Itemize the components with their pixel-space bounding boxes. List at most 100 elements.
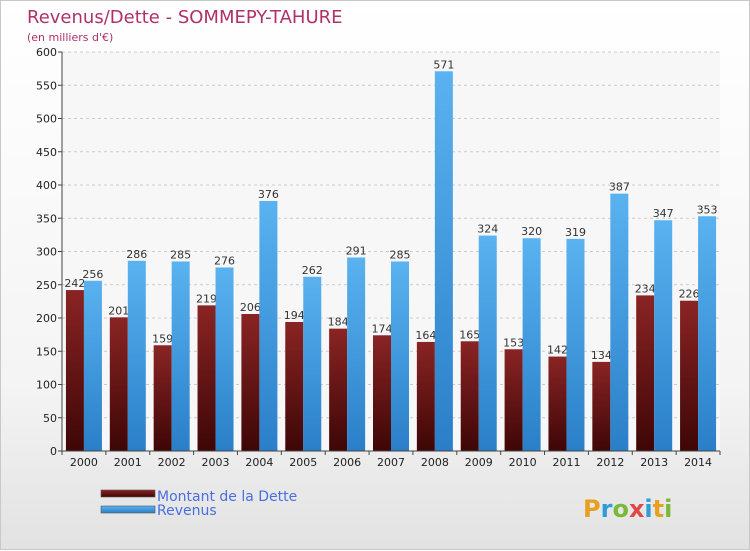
bar-dette: [416, 341, 435, 451]
logo-text: Proxiti: [583, 495, 672, 523]
data-label: 347: [653, 207, 674, 220]
data-label: 134: [591, 349, 612, 362]
data-label: 256: [82, 268, 103, 281]
x-tick-label: 2009: [465, 456, 493, 469]
bar-revenus: [303, 276, 322, 451]
y-tick-label: 350: [36, 212, 57, 225]
y-tick-label: 0: [50, 445, 57, 458]
y-tick-label: 450: [36, 146, 57, 159]
data-label: 194: [284, 309, 305, 322]
chart-title: Revenus/Dette - SOMMEPY-TAHURE: [27, 7, 343, 28]
bar-dette: [373, 335, 391, 451]
data-label: 262: [302, 264, 323, 277]
legend-swatch-revenus: [100, 505, 156, 514]
bar-revenus: [698, 216, 717, 451]
data-label: 165: [459, 328, 480, 341]
data-label: 153: [503, 336, 524, 349]
x-tick-label: 2013: [640, 456, 668, 469]
data-label: 286: [126, 248, 147, 261]
x-tick-label: 2014: [684, 456, 712, 469]
data-label: 324: [477, 223, 498, 236]
y-tick-label: 600: [36, 46, 57, 59]
data-label: 319: [565, 226, 586, 239]
bar-dette: [241, 314, 260, 451]
x-tick-label: 2006: [333, 456, 361, 469]
bar-revenus: [522, 238, 541, 451]
x-tick-label: 2008: [421, 456, 449, 469]
bar-dette: [636, 295, 655, 451]
y-tick-label: 150: [36, 345, 57, 358]
data-label: 206: [240, 301, 261, 314]
bar-revenus: [215, 267, 234, 451]
bar-revenus: [391, 261, 409, 451]
bar-dette: [65, 290, 84, 451]
x-tick-label: 2000: [70, 456, 98, 469]
data-label: 184: [328, 316, 349, 329]
y-tick-label: 100: [36, 379, 57, 392]
y-tick-label: 300: [36, 246, 57, 259]
data-label: 276: [214, 254, 235, 267]
bar-dette: [460, 341, 479, 451]
bar-revenus: [171, 261, 190, 451]
data-label: 285: [170, 248, 191, 261]
bar-dette: [504, 349, 523, 451]
data-label: 242: [64, 277, 85, 290]
bar-revenus: [434, 71, 453, 451]
x-tick-label: 2007: [377, 456, 405, 469]
legend: Montant de la Dette Revenus: [100, 489, 297, 519]
x-tick-label: 2001: [114, 456, 142, 469]
x-tick-label: 2003: [202, 456, 230, 469]
bar-revenus: [127, 260, 146, 451]
bar-dette: [153, 345, 172, 451]
data-label: 285: [390, 248, 411, 261]
axes: 0 50 100 150 200 250 300 350 400 450 500 550 600 2000…: [36, 46, 721, 469]
bar-dette: [285, 321, 304, 451]
data-label: 226: [679, 288, 700, 301]
bar-revenus: [610, 193, 629, 451]
legend-label-debt: Montant de la Dette: [157, 489, 297, 505]
y-tick-label: 500: [36, 113, 57, 126]
legend-label-revenus: Revenus: [157, 503, 217, 519]
y-tick-label: 200: [36, 312, 57, 325]
data-label: 201: [108, 304, 129, 317]
data-label: 219: [196, 292, 217, 305]
bar-dette: [329, 328, 348, 451]
x-tick-label: 2012: [596, 456, 624, 469]
y-tick-label: 50: [43, 412, 57, 425]
bar-revenus: [566, 238, 585, 451]
chart-subtitle: (en milliers d'€): [27, 31, 113, 44]
proxiti-logo: Proxiti: [583, 495, 672, 523]
data-label: 234: [635, 282, 656, 295]
data-label: 376: [258, 188, 279, 201]
data-label: 291: [346, 244, 367, 257]
x-tick-label: 2005: [289, 456, 317, 469]
bar-revenus: [654, 220, 673, 451]
bar-revenus: [83, 280, 102, 451]
bar-dette: [109, 317, 128, 451]
bar-dette: [592, 361, 611, 451]
bar-revenus: [478, 235, 497, 451]
x-tick-label: 2002: [158, 456, 186, 469]
bar-revenus: [259, 200, 278, 451]
bar-dette: [680, 300, 699, 451]
data-label: 571: [433, 58, 454, 71]
bar-dette: [197, 305, 216, 451]
x-tick-label: 2004: [245, 456, 273, 469]
data-label: 353: [697, 203, 718, 216]
data-label: 387: [609, 181, 630, 194]
x-tick-label: 2011: [552, 456, 580, 469]
y-tick-label: 400: [36, 179, 57, 192]
data-label: 142: [547, 344, 568, 357]
x-tick-label: 2010: [509, 456, 537, 469]
y-tick-label: 250: [36, 279, 57, 292]
data-label: 164: [415, 329, 436, 342]
legend-swatch-debt: [100, 489, 156, 498]
data-label: 159: [152, 332, 173, 345]
data-label: 174: [372, 322, 393, 335]
y-tick-label: 550: [36, 79, 57, 92]
bar-revenus: [347, 257, 366, 451]
bar-dette: [548, 356, 567, 451]
